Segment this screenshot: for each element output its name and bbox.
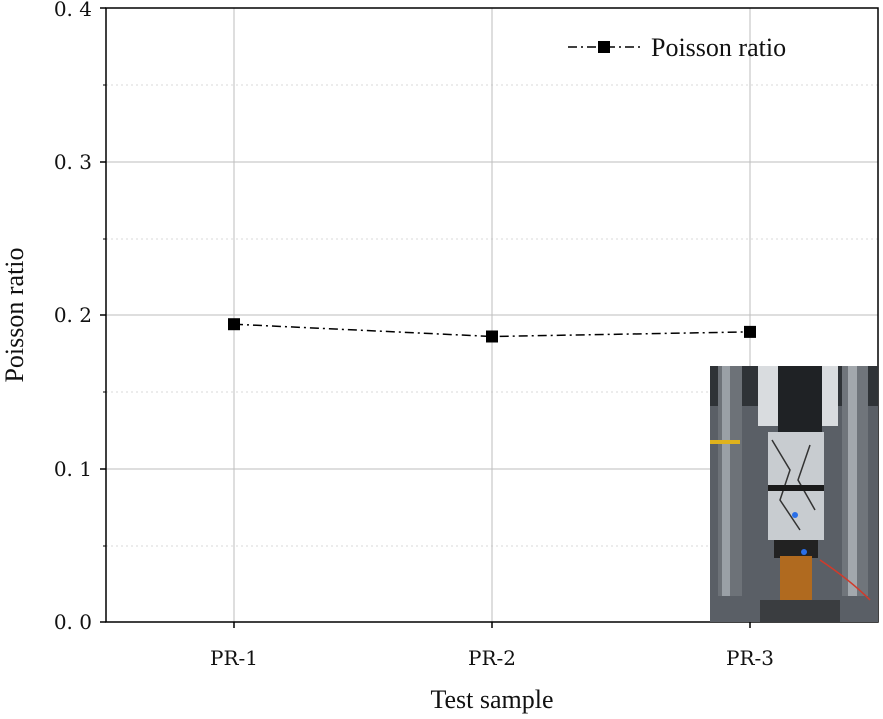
y-minor-ticks <box>103 84 106 547</box>
x-axis-title: Test sample <box>430 685 553 714</box>
x-tick-label: PR-1 <box>210 646 258 670</box>
y-tick-label: 0. 0 <box>54 610 92 634</box>
specimen-photo <box>710 366 878 622</box>
y-tick-label: 0. 3 <box>54 150 92 174</box>
legend-marker <box>598 41 610 53</box>
y-tick-label: 0. 1 <box>54 457 92 481</box>
data-point <box>228 318 240 331</box>
legend: Poisson ratio <box>568 33 786 62</box>
x-tick-labels: PR-1 PR-2 PR-3 <box>210 646 774 670</box>
x-tick-label: PR-3 <box>726 646 774 670</box>
x-tick-label: PR-2 <box>468 646 516 670</box>
data-point <box>744 325 756 338</box>
legend-label: Poisson ratio <box>651 33 786 62</box>
y-axis-title: Poisson ratio <box>0 247 29 382</box>
data-point <box>486 330 498 343</box>
x-ticks <box>233 622 751 628</box>
series-layer <box>228 318 756 343</box>
y-ticks <box>100 7 106 623</box>
y-tick-label: 0. 4 <box>54 0 92 21</box>
y-tick-label: 0. 2 <box>54 303 92 327</box>
y-tick-labels: 0. 0 0. 1 0. 2 0. 3 0. 4 <box>54 0 92 634</box>
